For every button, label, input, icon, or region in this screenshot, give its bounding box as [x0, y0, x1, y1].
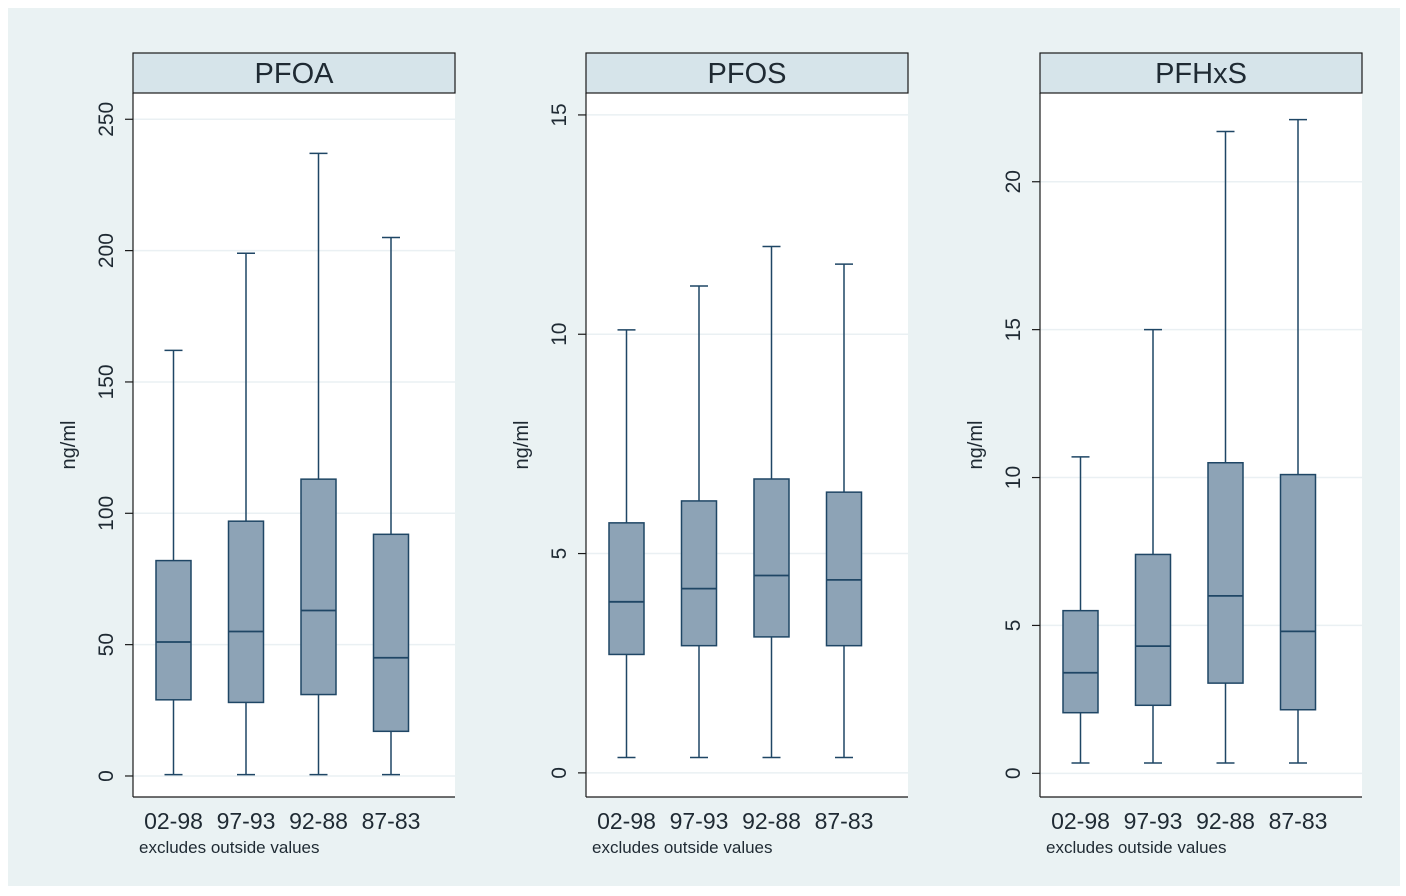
panel-title: PFOA	[255, 58, 335, 90]
x-tick-label: 92-88	[742, 808, 801, 834]
box-87-83	[372, 236, 410, 776]
y-tick-label: 15	[1002, 318, 1025, 341]
x-tick-label: 87-83	[1269, 808, 1328, 834]
iqr-box	[753, 478, 790, 638]
y-tick-label: 150	[95, 364, 118, 399]
y-tick-label: 20	[1002, 170, 1025, 193]
footnote: excludes outside values	[1046, 838, 1227, 857]
y-tick-label: 250	[95, 102, 118, 137]
box-97-93	[1134, 328, 1172, 764]
x-tick-label: 92-88	[289, 808, 348, 834]
panel-2: PFOS 0 5 10 15 ng/ml 02-98 97-93 92-88 87-83 exclu…	[511, 52, 909, 857]
y-tick-label: 50	[95, 633, 118, 656]
box-87-83	[1279, 118, 1317, 764]
iqr-box	[372, 533, 410, 733]
iqr-box	[227, 520, 265, 704]
iqr-box	[825, 491, 863, 647]
iqr-box	[1207, 461, 1244, 684]
y-tick-label: 10	[548, 323, 571, 346]
box-92-88	[300, 152, 337, 776]
box-87-83	[825, 263, 863, 759]
panel-3: PFHxS 0 5 10 15 20 ng/ml 02-98 97-93 92-88 87-83 ex…	[965, 52, 1363, 857]
iqr-box	[155, 559, 192, 701]
box-97-93	[680, 285, 718, 759]
box-02-98	[1062, 456, 1099, 764]
panel-1: PFOA 0 50 100 150 200 250 ng/ml 02-98 97-93 92-88 8…	[58, 52, 456, 857]
y-tick-label: 10	[1002, 466, 1025, 489]
x-tick-label: 02-98	[597, 808, 656, 834]
iqr-box	[1062, 609, 1099, 714]
box-02-98	[608, 329, 645, 759]
box-92-88	[753, 245, 790, 759]
y-tick-label: 100	[95, 496, 118, 531]
title-strip	[132, 52, 456, 94]
x-tick-label: 87-83	[815, 808, 874, 834]
y-tick-label: 15	[548, 103, 571, 126]
x-tick-label: 97-93	[217, 808, 276, 834]
footnote: excludes outside values	[139, 838, 320, 857]
y-tick-label: 0	[548, 767, 571, 779]
x-tick-label: 02-98	[144, 808, 203, 834]
box-92-88	[1207, 130, 1244, 764]
y-tick-label: 0	[95, 770, 118, 782]
x-tick-label: 97-93	[670, 808, 729, 834]
box-02-98	[155, 349, 192, 776]
iqr-box	[680, 500, 718, 647]
panel-title: PFOS	[708, 58, 787, 90]
figure: PFOA 0 50 100 150 200 250 ng/ml 02-98 97-93 92-88 8…	[8, 8, 1400, 886]
x-tick-label: 97-93	[1124, 808, 1183, 834]
x-tick-label: 92-88	[1196, 808, 1255, 834]
x-tick-label: 02-98	[1051, 808, 1110, 834]
box-97-93	[227, 252, 265, 776]
title-strip	[585, 52, 909, 94]
x-tick-label: 87-83	[362, 808, 421, 834]
iqr-box	[1134, 553, 1172, 707]
y-axis-label: ng/ml	[511, 421, 533, 470]
plot-area	[586, 93, 908, 797]
title-strip	[1039, 52, 1363, 94]
iqr-box	[300, 478, 337, 696]
iqr-box	[608, 522, 645, 656]
y-tick-label: 200	[95, 233, 118, 268]
y-axis-label: ng/ml	[965, 421, 987, 470]
footnote: excludes outside values	[592, 838, 773, 857]
panel-title: PFHxS	[1155, 58, 1247, 90]
y-axis-label: ng/ml	[58, 421, 80, 470]
y-tick-label: 5	[1002, 620, 1025, 632]
iqr-box	[1279, 473, 1317, 711]
y-tick-label: 5	[548, 548, 571, 560]
y-tick-label: 0	[1002, 767, 1025, 779]
